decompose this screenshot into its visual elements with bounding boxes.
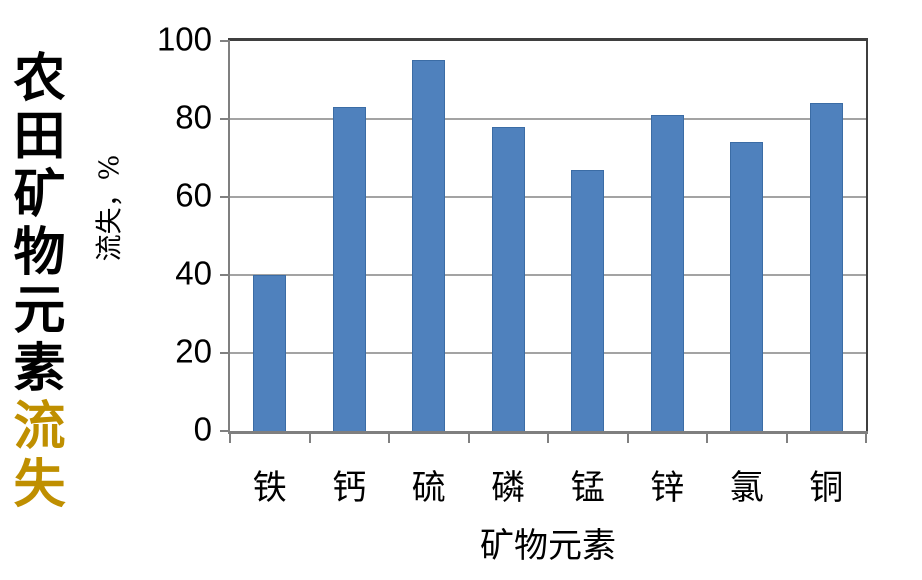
bar-磷 <box>491 127 525 431</box>
x-tick-mark <box>388 434 390 443</box>
x-tick-mark <box>547 434 549 443</box>
y-tick-mark <box>220 118 230 120</box>
x-category-label-磷: 磷 <box>491 468 526 508</box>
x-tick-mark <box>467 434 470 443</box>
y-tick-label-20: 20 <box>175 332 212 370</box>
x-axis-labels: 铁钙硫磷锰锌氯铜 <box>230 460 866 509</box>
x-category-label-氯: 氯 <box>729 468 764 508</box>
gridline-80 <box>230 118 866 120</box>
gridline-20 <box>230 352 866 354</box>
bar-氯 <box>730 142 764 431</box>
y-tick-mark <box>220 430 230 432</box>
bar-铜 <box>809 103 843 431</box>
y-tick-mark <box>220 40 230 42</box>
x-category-label-铜: 铜 <box>809 468 844 508</box>
x-category-label-钙: 钙 <box>332 468 367 508</box>
x-category-label-铁: 铁 <box>252 468 287 508</box>
y-tick-label-100: 100 <box>156 20 212 58</box>
y-tick-mark <box>220 196 230 198</box>
gridline-40 <box>230 274 866 276</box>
y-axis-line <box>228 41 230 431</box>
y-tick-label-60: 60 <box>175 176 212 214</box>
x-tick-mark <box>308 434 311 443</box>
plot-border-right <box>866 38 868 434</box>
x-tick-mark <box>626 434 629 443</box>
gridline-60 <box>230 196 866 198</box>
bar-钙 <box>332 107 366 431</box>
bar-锌 <box>650 115 684 431</box>
plot-area <box>230 41 866 431</box>
x-axis-title: 矿物元素 <box>480 526 616 566</box>
plot-border-top <box>228 38 868 41</box>
x-tick-mark <box>229 434 231 443</box>
bar-铁 <box>253 275 287 431</box>
y-tick-mark <box>220 352 230 354</box>
x-axis-line <box>228 431 868 434</box>
page-title: 农田矿物元素流失 <box>4 50 65 514</box>
x-category-label-锰: 锰 <box>570 468 605 508</box>
x-category-label-硫: 硫 <box>411 468 446 508</box>
x-category-label-锌: 锌 <box>650 468 685 508</box>
x-tick-mark <box>785 434 788 443</box>
bar-锰 <box>571 170 605 431</box>
y-tick-label-80: 80 <box>175 98 212 136</box>
x-tick-mark <box>865 434 867 443</box>
y-tick-label-0: 0 <box>193 410 212 448</box>
bar-硫 <box>412 60 446 431</box>
page-title-black-part: 农田矿物元素 <box>4 50 65 398</box>
page-title-gold-part: 流失 <box>4 398 65 514</box>
x-tick-mark <box>706 434 708 443</box>
y-tick-mark <box>220 274 230 276</box>
y-tick-label-40: 40 <box>175 254 212 292</box>
